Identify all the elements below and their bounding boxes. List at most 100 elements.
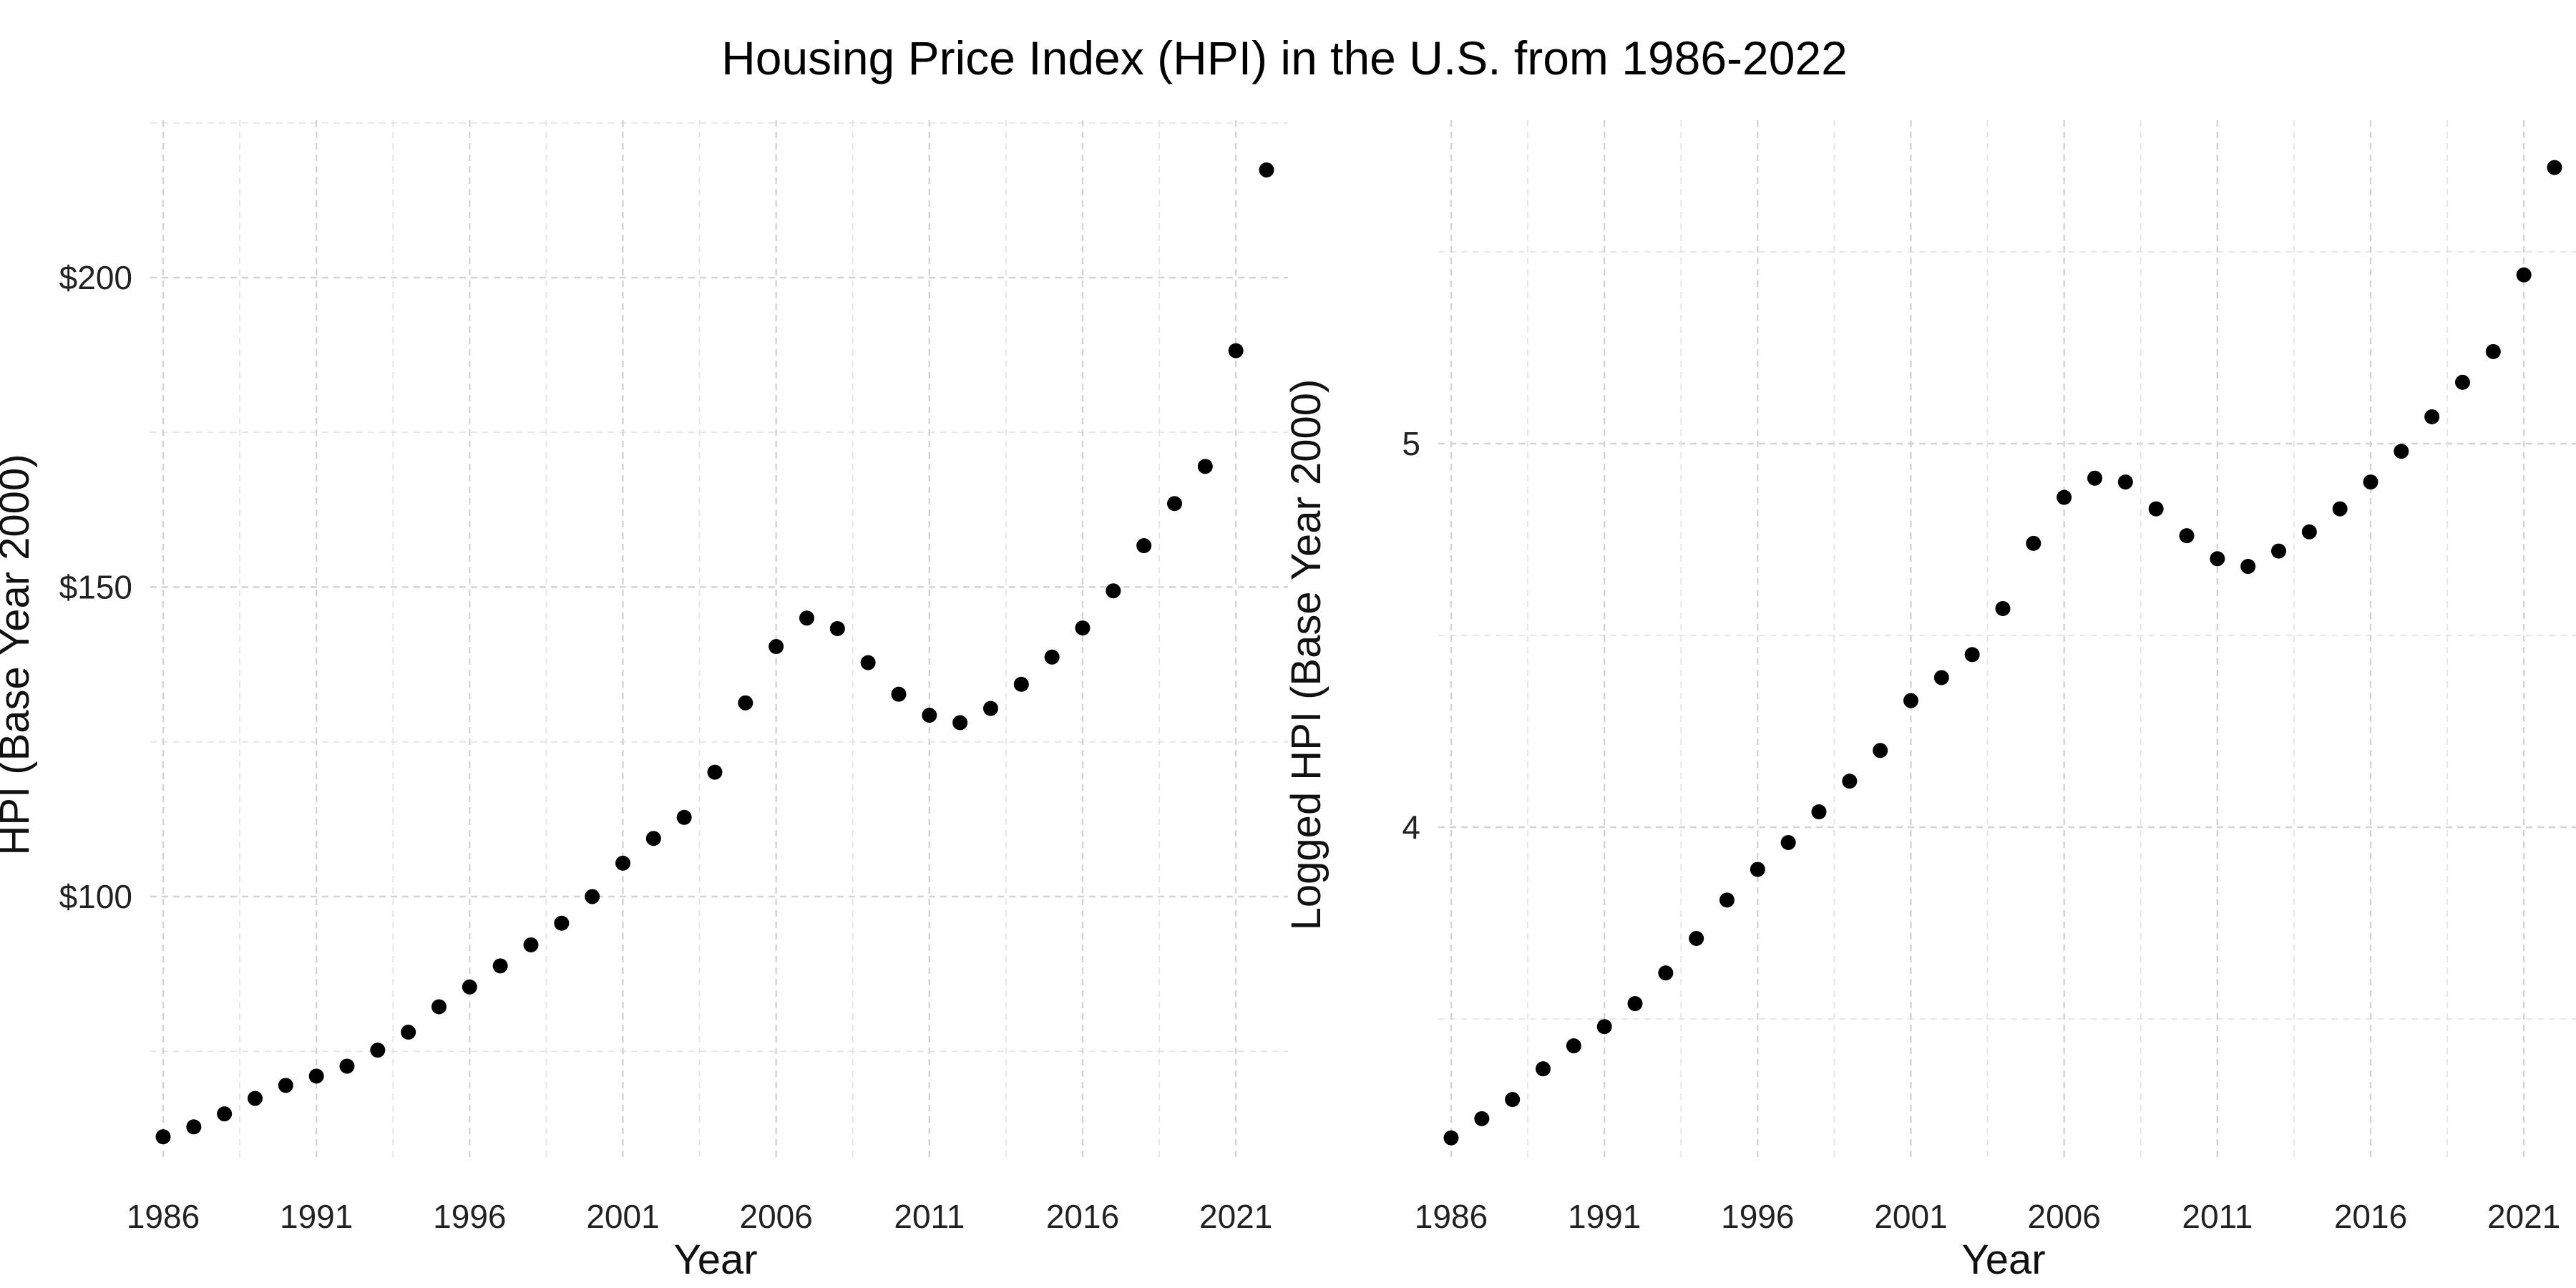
data-point <box>2394 444 2409 459</box>
left-chart-panel: 1986 1991 1996 2001 2006 2011 2016 2021 $100 $15… <box>0 120 1288 1283</box>
x-tick-label: 1991 <box>1568 1198 1641 1235</box>
right-grid <box>1438 120 2576 1159</box>
data-point <box>922 708 937 723</box>
data-point <box>1658 965 1674 981</box>
data-point <box>554 915 570 931</box>
data-point <box>891 686 907 702</box>
data-point <box>248 1091 263 1106</box>
x-tick-label: 2016 <box>2334 1198 2407 1235</box>
left-x-tick-labels: 1986 1991 1996 2001 2006 2011 2016 2021 <box>127 1198 1273 1235</box>
data-point <box>339 1058 355 1074</box>
data-point <box>278 1078 293 1093</box>
data-point <box>308 1068 324 1084</box>
data-point <box>1474 1111 1490 1126</box>
data-point <box>2455 374 2470 390</box>
data-point <box>1811 804 1827 820</box>
data-point <box>2117 474 2133 490</box>
data-point <box>2363 474 2379 490</box>
data-point <box>2179 528 2195 544</box>
y-tick-label: 4 <box>1402 809 1420 846</box>
data-point <box>1259 162 1274 177</box>
data-point <box>585 889 600 904</box>
x-tick-label: 2006 <box>739 1198 812 1235</box>
left-y-axis-title: HPI (Base Year 2000) <box>0 454 38 855</box>
data-point <box>1106 583 1121 599</box>
x-tick-label: 2011 <box>2182 1198 2253 1235</box>
data-point <box>2485 343 2501 359</box>
data-point <box>1228 343 1244 358</box>
data-point <box>1197 459 1213 474</box>
data-point <box>1750 862 1765 877</box>
data-point <box>645 831 661 847</box>
data-point <box>707 764 723 780</box>
x-tick-label: 1986 <box>1415 1198 1488 1235</box>
x-tick-label: 1991 <box>280 1198 353 1235</box>
data-point <box>983 701 998 716</box>
data-point <box>2057 489 2072 505</box>
right-y-axis-title: Logged HPI (Base Year 2000) <box>1283 379 1330 931</box>
data-point <box>1689 930 1704 946</box>
right-points <box>1443 160 2562 1146</box>
x-tick-label: 1996 <box>1721 1198 1794 1235</box>
data-point <box>860 655 876 670</box>
data-point <box>186 1119 202 1135</box>
data-point <box>217 1106 233 1122</box>
x-tick-label: 2016 <box>1046 1198 1119 1235</box>
data-point <box>676 809 692 825</box>
data-point <box>1167 496 1182 512</box>
data-point <box>2271 543 2286 559</box>
figure-title: Housing Price Index (HPI) in the U.S. fr… <box>721 31 1848 84</box>
data-point <box>799 610 814 626</box>
right-chart-panel: 1986 1991 1996 2001 2006 2011 2016 2021 4 5 Year… <box>1283 120 2576 1283</box>
data-point <box>1566 1038 1581 1054</box>
data-point <box>1873 743 1888 758</box>
x-tick-label: 2021 <box>1199 1198 1272 1235</box>
data-point <box>1536 1061 1551 1077</box>
data-point <box>2516 267 2532 283</box>
data-point <box>2210 551 2225 567</box>
x-tick-label: 1996 <box>433 1198 506 1235</box>
y-tick-label: $150 <box>59 569 132 606</box>
data-point <box>1995 600 2011 616</box>
data-point <box>1044 649 1060 665</box>
data-point <box>431 999 447 1015</box>
x-tick-label: 2006 <box>2027 1198 2100 1235</box>
data-point <box>1780 834 1796 850</box>
x-tick-label: 2001 <box>1874 1198 1947 1235</box>
x-tick-label: 2011 <box>894 1198 965 1235</box>
data-point <box>1627 996 1643 1012</box>
data-point <box>462 979 477 995</box>
data-point <box>1596 1019 1612 1035</box>
data-point <box>523 937 539 952</box>
left-y-tick-labels: $100 $150 $200 <box>59 259 132 915</box>
data-point <box>2240 559 2256 575</box>
data-point <box>769 639 784 655</box>
y-tick-label: $100 <box>59 878 132 915</box>
data-point <box>2547 160 2562 175</box>
data-point <box>2424 409 2440 424</box>
data-point <box>492 958 508 974</box>
data-point <box>155 1129 171 1145</box>
data-point <box>615 855 630 871</box>
data-point <box>2332 501 2348 517</box>
data-point <box>1964 647 1980 663</box>
data-point <box>952 715 968 731</box>
y-tick-label: $200 <box>59 259 132 296</box>
data-point <box>2148 501 2164 517</box>
data-point <box>370 1043 386 1058</box>
right-x-axis-title: Year <box>1961 1236 2045 1283</box>
data-point <box>1013 676 1029 692</box>
data-point <box>2087 470 2102 486</box>
data-point <box>1075 620 1091 636</box>
left-x-axis-title: Year <box>673 1236 757 1283</box>
data-point <box>2301 524 2317 540</box>
data-point <box>738 695 753 711</box>
x-tick-label: 1986 <box>127 1198 200 1235</box>
right-x-tick-labels: 1986 1991 1996 2001 2006 2011 2016 2021 <box>1415 1198 2561 1235</box>
data-point <box>829 620 845 636</box>
x-tick-label: 2021 <box>2487 1198 2560 1235</box>
data-point <box>1903 693 1918 708</box>
y-tick-label: 5 <box>1402 425 1420 462</box>
